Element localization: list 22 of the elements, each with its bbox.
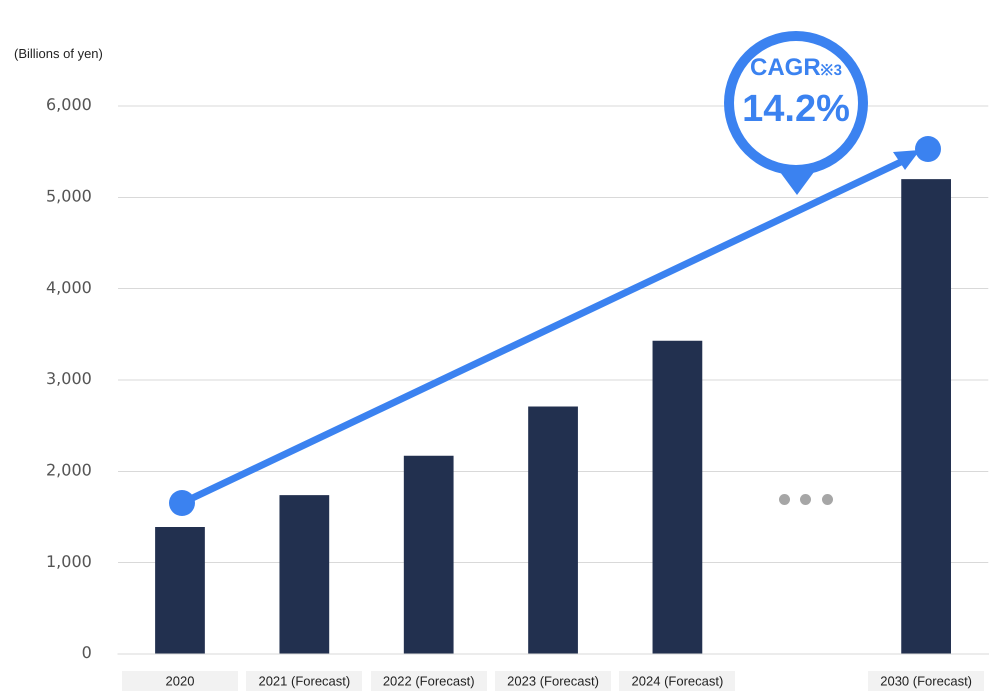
y-tick-label: 4,000 — [46, 278, 92, 297]
bar — [528, 406, 578, 654]
x-tick-label: 2030 (Forecast) — [880, 673, 972, 688]
x-tick-label: 2024 (Forecast) — [632, 673, 724, 688]
y-tick-label: 2,000 — [46, 460, 92, 480]
bar — [279, 495, 330, 654]
bar — [652, 340, 702, 654]
bar — [404, 456, 454, 654]
x-tick-label: 2020 — [166, 673, 194, 688]
y-tick-label: 6,000 — [46, 95, 92, 114]
y-tick-label: 5,000 — [46, 186, 92, 206]
x-tick-label: 2023 (Forecast) — [507, 673, 599, 688]
text: CAGR※3 — [748, 54, 843, 82]
bar — [155, 527, 205, 654]
y-tick-label: 1,000 — [46, 552, 92, 571]
bar — [901, 179, 951, 654]
x-tick-label: 2022 (Forecast) — [382, 673, 475, 688]
annotation: 14.2% — [741, 88, 851, 131]
x-tick-label: 2021 (Forecast) — [258, 673, 350, 688]
y-tick-label: 3,000 — [46, 369, 92, 388]
y-tick-label: 0 — [82, 643, 92, 662]
y-axis-title: (Billions of yen) — [14, 46, 103, 61]
